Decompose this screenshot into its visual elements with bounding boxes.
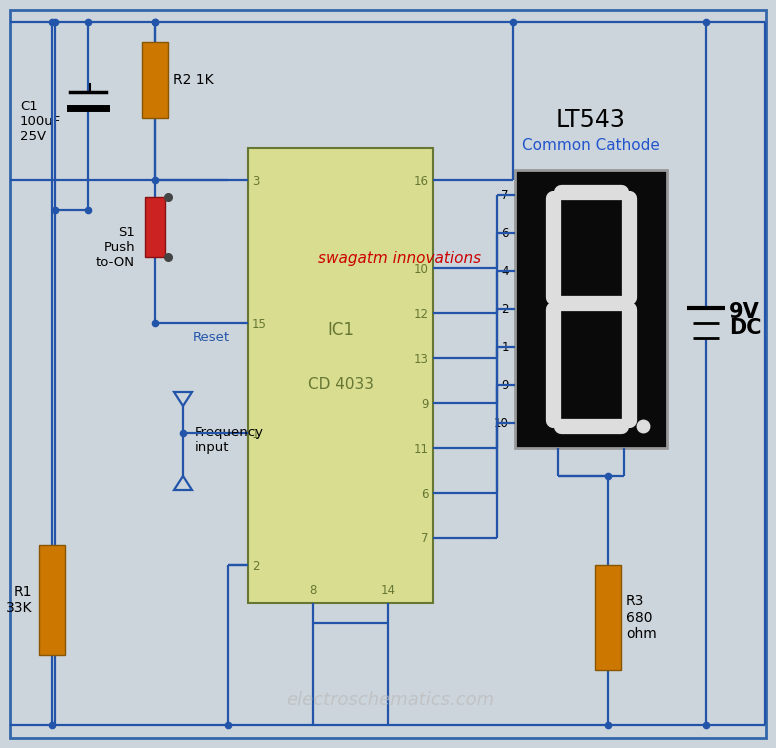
Text: 11: 11	[414, 443, 429, 456]
Text: electroschematics.com: electroschematics.com	[286, 691, 494, 709]
Bar	[142, 42, 168, 118]
Text: 6: 6	[421, 488, 429, 500]
Text: DC: DC	[729, 318, 761, 338]
Text: 3: 3	[252, 174, 259, 188]
Text: 10: 10	[494, 417, 509, 429]
Bar	[248, 148, 433, 603]
Text: 15: 15	[252, 317, 267, 331]
Bar	[39, 545, 65, 655]
Text: Common Cathode: Common Cathode	[522, 138, 660, 153]
Text: swagatm innovations: swagatm innovations	[318, 251, 482, 266]
Polygon shape	[174, 476, 192, 490]
Text: 9: 9	[501, 378, 509, 391]
Text: 16: 16	[414, 174, 429, 188]
Text: 1: 1	[252, 428, 259, 441]
Text: 7: 7	[421, 533, 429, 545]
Text: 1: 1	[501, 340, 509, 354]
Text: C1
100uF
25V: C1 100uF 25V	[20, 100, 61, 143]
Text: IC1: IC1	[327, 321, 354, 339]
Text: 10: 10	[414, 263, 429, 275]
Text: 9: 9	[421, 397, 429, 411]
Text: 9V: 9V	[729, 302, 760, 322]
Text: Reset: Reset	[193, 331, 230, 343]
Text: LT543: LT543	[556, 108, 626, 132]
Text: CD 4033: CD 4033	[307, 377, 373, 392]
Text: S1
Push
to-ON: S1 Push to-ON	[96, 225, 135, 269]
Bar	[515, 170, 667, 448]
Text: 12: 12	[414, 307, 429, 320]
Text: 14: 14	[380, 584, 396, 597]
Text: 2: 2	[252, 560, 259, 572]
Text: R1
33K: R1 33K	[5, 585, 32, 615]
Text: Frequency
input: Frequency input	[195, 426, 264, 454]
Text: 13: 13	[414, 352, 429, 366]
Text: R3
680
ohm: R3 680 ohm	[626, 595, 656, 641]
Text: 6: 6	[501, 227, 509, 239]
Text: 2: 2	[501, 302, 509, 316]
Text: 4: 4	[501, 265, 509, 278]
Text: 7: 7	[501, 188, 509, 201]
Text: R2 1K: R2 1K	[173, 73, 213, 87]
Text: 8: 8	[310, 584, 317, 597]
Bar	[145, 197, 165, 257]
Bar	[595, 565, 621, 670]
Polygon shape	[174, 392, 192, 406]
